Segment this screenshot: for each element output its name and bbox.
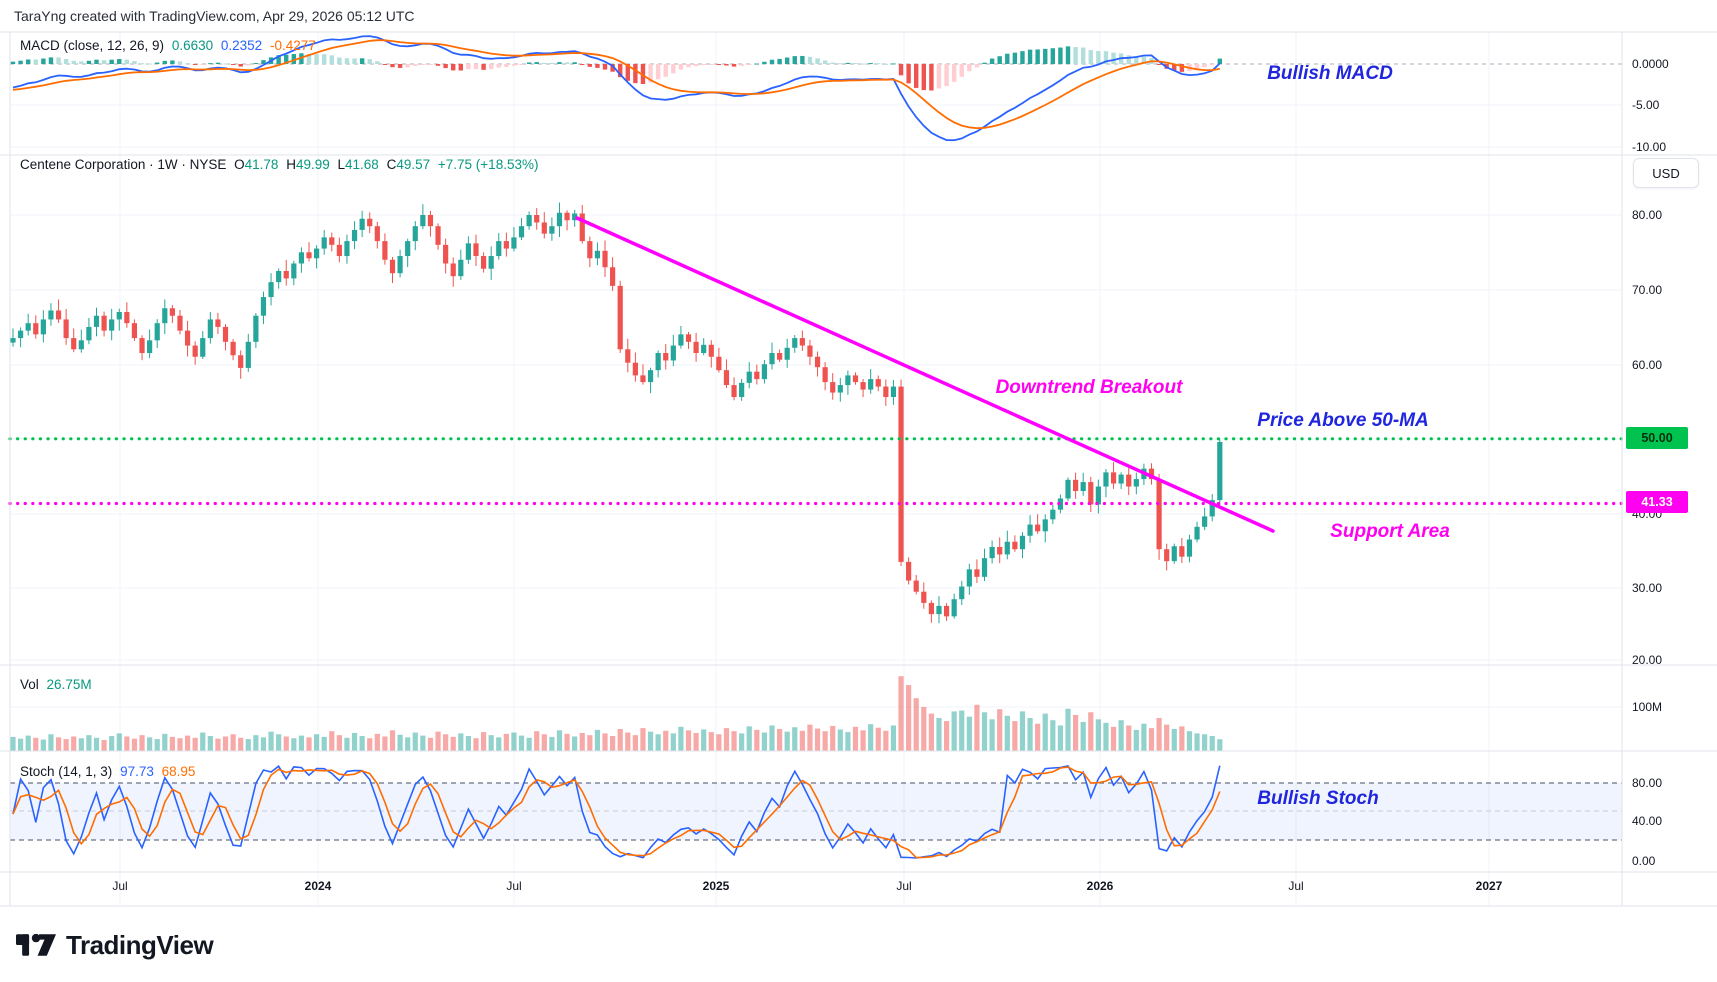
open-label: O [234,157,245,172]
price-axis-tick: 30.00 [1632,581,1663,595]
volume-value: 26.75M [46,677,92,692]
time-axis-tick-Jul: Jul [112,879,128,893]
change-value: +7.75 (+18.53%) [437,157,539,172]
price-level-badge-41.33: 41.33 [1626,491,1688,513]
attribution-text: TaraYng created with TradingView.com, Ap… [14,8,415,24]
macd-line-value: 0.2352 [220,38,263,53]
time-axis-tick-Jul: Jul [506,879,522,893]
volume-legend[interactable]: Vol 26.75M [20,677,96,692]
bullish-stoch-label[interactable]: Bullish Stoch [1257,788,1379,809]
stoch-legend[interactable]: Stoch (14, 1, 3) 97.73 68.95 [20,764,199,779]
high-label: H [286,157,296,172]
macd-axis-tick: 0.0000 [1632,57,1669,71]
low-label: L [337,157,346,172]
price-axis-tick: 20.00 [1632,653,1663,667]
tradingview-footer-link[interactable]: TradingView [16,928,214,962]
open-value: 41.78 [244,157,279,172]
currency-button[interactable]: USD [1633,158,1699,188]
time-axis-tick-2024: 2024 [304,879,332,893]
time-axis-tick-Jul: Jul [896,879,912,893]
price-above-50ma-label[interactable]: Price Above 50-MA [1257,410,1429,431]
time-axis-tick-Jul: Jul [1288,879,1304,893]
high-value: 49.99 [295,157,330,172]
price-axis-tick: 80.00 [1632,208,1663,222]
macd-legend-title: MACD (close, 12, 26, 9) [20,38,165,53]
close-label: C [386,157,397,172]
volume-axis-tick: 100M [1632,700,1663,714]
stoch-legend-title: Stoch (14, 1, 3) [20,764,113,779]
time-axis-tick-2026: 2026 [1086,879,1114,893]
stoch-axis-tick: 40.00 [1632,814,1663,828]
macd-signal-value: -0.4277 [269,38,316,53]
symbol-legend[interactable]: Centene Corporation · 1W · NYSE O41.78 H… [20,157,542,172]
volume-legend-title: Vol [20,677,39,692]
symbol-title: Centene Corporation · 1W · NYSE [20,157,227,172]
stoch-axis-tick: 0.00 [1632,854,1656,868]
stoch-k-value: 97.73 [120,764,154,779]
macd-hist-value: 0.6630 [171,38,214,53]
macd-legend[interactable]: MACD (close, 12, 26, 9) 0.6630 0.2352 -0… [20,38,320,53]
macd-axis-tick: -10.00 [1632,140,1667,154]
price-axis-tick: 60.00 [1632,358,1663,372]
time-axis-tick-2025: 2025 [702,879,730,893]
close-value: 49.57 [396,157,431,172]
bullish-macd-label[interactable]: Bullish MACD [1267,63,1393,84]
stoch-d-value: 68.95 [161,764,196,779]
low-value: 41.68 [345,157,379,172]
stoch-axis-tick: 80.00 [1632,776,1663,790]
macd-axis-tick: -5.00 [1632,98,1660,112]
tradingview-logo-icon [16,933,56,956]
time-axis-tick-2027: 2027 [1475,879,1503,893]
price-level-badge-50.00: 50.00 [1626,427,1688,449]
downtrend-breakout-label[interactable]: Downtrend Breakout [995,377,1183,398]
support-area-label[interactable]: Support Area [1330,521,1450,542]
tradingview-wordmark: TradingView [66,929,214,960]
price-axis-tick: 70.00 [1632,283,1663,297]
